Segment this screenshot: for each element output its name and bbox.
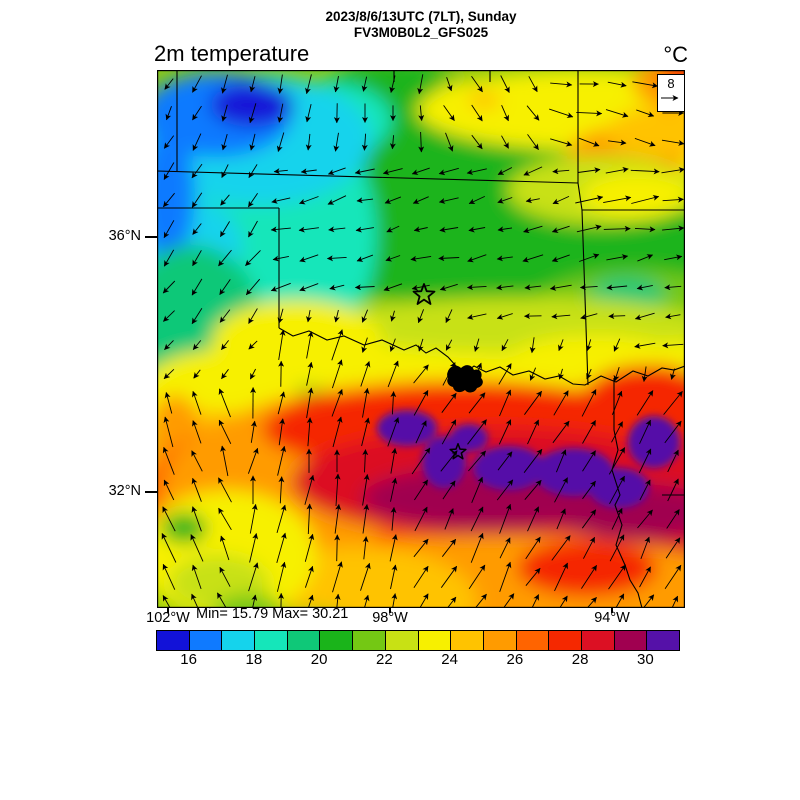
colorbar-tick-label: 22	[376, 651, 393, 668]
wind-reference-value: 8	[667, 76, 675, 91]
lon-label-98w: 98°W	[372, 610, 408, 626]
colorbar-labels: 16 18 20 22 24 26 28 30	[156, 651, 678, 669]
lon-tick-98w	[389, 608, 391, 613]
colorbar-segment	[646, 631, 679, 650]
colorbar-segment	[515, 631, 549, 650]
colorbar-segment	[319, 631, 353, 650]
plot-title: 2023/8/6/13UTC (7LT), Sunday FV3M0B0L2_G…	[157, 9, 685, 41]
wind-vectors	[161, 74, 685, 608]
colorbar-tick-label: 18	[245, 651, 263, 668]
field-label: 2m temperature	[154, 41, 310, 66]
minmax-label: Min= 15.79 Max= 30.21	[196, 606, 349, 622]
lat-tick-32n	[145, 491, 157, 493]
colorbar-tick-label: 28	[571, 651, 589, 668]
lat-tick-36n	[145, 236, 157, 238]
lon-label-102w: 102°W	[146, 610, 190, 626]
units-label: °C	[663, 42, 688, 67]
colorbar-tick-label: 30	[637, 651, 654, 668]
colorbar-segment	[417, 631, 451, 650]
lake-blob	[447, 365, 483, 393]
star-marker-small	[449, 443, 467, 460]
colorbar-tick-label: 26	[506, 651, 524, 668]
temperature-field-plot	[157, 70, 685, 608]
colorbar-segment	[286, 631, 320, 650]
lon-label-94w: 94°W	[594, 610, 630, 626]
colorbar	[156, 630, 680, 651]
lon-tick-94w	[611, 608, 613, 613]
colorbar-segment	[548, 631, 581, 650]
colorbar-segment	[450, 631, 483, 650]
lat-label-32n: 32°N	[108, 483, 141, 499]
title-date-line: 2023/8/6/13UTC (7LT), Sunday	[325, 9, 517, 24]
lon-tick-102w	[167, 608, 169, 613]
colorbar-segment	[188, 631, 222, 650]
colorbar-segment	[221, 631, 255, 650]
title-model-line: FV3M0B0L2_GFS025	[353, 25, 489, 40]
colorbar-segment	[157, 631, 189, 650]
colorbar-tick-label: 20	[310, 651, 328, 668]
colorbar-tick-label: 16	[180, 651, 197, 668]
map-area: 8	[157, 70, 685, 608]
colorbar-segment	[482, 631, 516, 650]
lat-label-36n: 36°N	[108, 228, 141, 244]
star-marker-large	[412, 283, 436, 305]
wind-reference-arrow-icon	[660, 95, 678, 101]
colorbar-segment	[580, 631, 614, 650]
colorbar-segment	[613, 631, 647, 650]
colorbar-tick-label: 24	[441, 651, 458, 668]
map-border	[157, 70, 685, 608]
colorbar-segment	[384, 631, 418, 650]
wind-reference-box: 8	[657, 74, 685, 112]
colorbar-segment	[254, 631, 287, 650]
colorbar-segment	[352, 631, 385, 650]
